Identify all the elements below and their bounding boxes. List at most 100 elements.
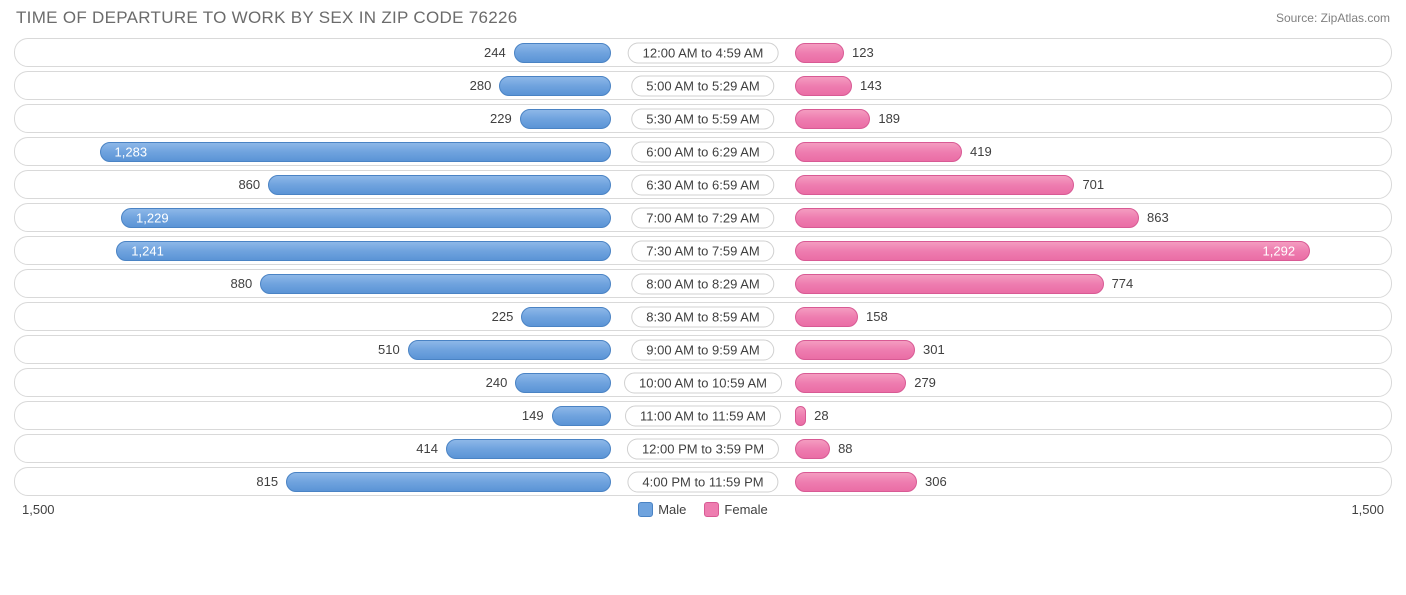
legend-item-female: Female: [704, 502, 767, 517]
male-value-label: 240: [480, 375, 514, 390]
chart-row-inner: 225 158 8:30 AM to 8:59 AM: [15, 303, 1391, 330]
chart-row: 225 158 8:30 AM to 8:59 AM: [14, 302, 1392, 331]
chart-source: Source: ZipAtlas.com: [1276, 11, 1390, 25]
male-half: 815: [15, 468, 703, 495]
chart-row: 2291895:30 AM to 5:59 AM: [14, 104, 1392, 133]
female-bar: 1,292: [795, 241, 1310, 261]
chart-row: 1,283 419 6:00 AM to 6:29 AM: [14, 137, 1392, 166]
chart-row-inner: 414 8812:00 PM to 3:59 PM: [15, 435, 1391, 462]
male-bar: 1,229: [121, 208, 611, 228]
female-value-label: 279: [908, 375, 942, 390]
male-bar: [268, 175, 611, 195]
category-label: 12:00 PM to 3:59 PM: [627, 438, 779, 459]
male-value-label: 860: [232, 177, 266, 192]
chart-row-inner: 5103019:00 AM to 9:59 AM: [15, 336, 1391, 363]
chart-row: 8153064:00 PM to 11:59 PM: [14, 467, 1392, 496]
male-bar: 1,241: [116, 241, 611, 261]
female-value-label: 143: [854, 78, 888, 93]
chart-row-inner: 1,241 1,292 7:30 AM to 7:59 AM: [15, 237, 1391, 264]
male-bar: [286, 472, 611, 492]
category-label: 4:00 PM to 11:59 PM: [627, 471, 778, 492]
female-half: 774: [703, 270, 1391, 297]
category-label: 7:30 AM to 7:59 AM: [631, 240, 774, 261]
male-value-label: 1,241: [125, 243, 170, 258]
male-bar: [520, 109, 611, 129]
chart-row: 244 123 12:00 AM to 4:59 AM: [14, 38, 1392, 67]
female-bar: [795, 439, 830, 459]
legend-swatch-male: [638, 502, 653, 517]
female-value-label: 863: [1141, 210, 1175, 225]
female-value-label: 701: [1076, 177, 1110, 192]
female-value-label: 419: [964, 144, 998, 159]
female-bar: [795, 76, 852, 96]
chart-container: TIME OF DEPARTURE TO WORK BY SEX IN ZIP …: [0, 0, 1406, 595]
male-value-label: 510: [372, 342, 406, 357]
male-bar: [260, 274, 611, 294]
axis-max-right: 1,500: [1351, 502, 1384, 517]
male-half: 244: [15, 39, 703, 66]
chart-row-inner: 149 28 11:00 AM to 11:59 AM: [15, 402, 1391, 429]
male-value-label: 414: [410, 441, 444, 456]
male-value-label: 149: [516, 408, 550, 423]
chart-row-inner: 244 123 12:00 AM to 4:59 AM: [15, 39, 1391, 66]
female-half: 189: [703, 105, 1391, 132]
male-half: 880: [15, 270, 703, 297]
female-bar: [795, 43, 844, 63]
chart-row: 1,2298637:00 AM to 7:29 AM: [14, 203, 1392, 232]
female-half: 306: [703, 468, 1391, 495]
male-value-label: 1,229: [130, 210, 175, 225]
male-bar: [446, 439, 611, 459]
male-half: 414: [15, 435, 703, 462]
chart-row: 240 279 10:00 AM to 10:59 AM: [14, 368, 1392, 397]
male-value-label: 244: [478, 45, 512, 60]
female-half: 863: [703, 204, 1391, 231]
male-value-label: 280: [464, 78, 498, 93]
legend-item-male: Male: [638, 502, 686, 517]
male-bar: [499, 76, 611, 96]
female-half: 123: [703, 39, 1391, 66]
chart-row: 5103019:00 AM to 9:59 AM: [14, 335, 1392, 364]
female-value-label: 123: [846, 45, 880, 60]
female-bar: [795, 373, 906, 393]
legend-label-female: Female: [724, 502, 767, 517]
female-half: 143: [703, 72, 1391, 99]
female-value-label: 28: [808, 408, 834, 423]
chart-row-inner: 2291895:30 AM to 5:59 AM: [15, 105, 1391, 132]
female-bar: [795, 274, 1104, 294]
male-half: 149: [15, 402, 703, 429]
male-value-label: 225: [486, 309, 520, 324]
female-half: 158: [703, 303, 1391, 330]
female-half: 419: [703, 138, 1391, 165]
legend-label-male: Male: [658, 502, 686, 517]
category-label: 8:30 AM to 8:59 AM: [631, 306, 774, 327]
axis-max-left: 1,500: [22, 502, 55, 517]
male-bar: [515, 373, 611, 393]
chart-row: 8607016:30 AM to 6:59 AM: [14, 170, 1392, 199]
chart-title: TIME OF DEPARTURE TO WORK BY SEX IN ZIP …: [16, 8, 518, 28]
category-label: 12:00 AM to 4:59 AM: [628, 42, 779, 63]
chart-row-inner: 240 279 10:00 AM to 10:59 AM: [15, 369, 1391, 396]
female-half: 301: [703, 336, 1391, 363]
chart-row-inner: 8153064:00 PM to 11:59 PM: [15, 468, 1391, 495]
category-label: 10:00 AM to 10:59 AM: [624, 372, 782, 393]
male-value-label: 229: [484, 111, 518, 126]
category-label: 5:00 AM to 5:29 AM: [631, 75, 774, 96]
female-half: 1,292: [703, 237, 1391, 264]
male-bar: 1,283: [100, 142, 611, 162]
female-value-label: 158: [860, 309, 894, 324]
chart-row: 414 8812:00 PM to 3:59 PM: [14, 434, 1392, 463]
female-bar: [795, 406, 806, 426]
chart-row: 280 143 5:00 AM to 5:29 AM: [14, 71, 1392, 100]
chart-rows: 244 123 12:00 AM to 4:59 AM 280 143 5:00 AM t…: [10, 38, 1396, 496]
male-value-label: 880: [224, 276, 258, 291]
chart-header: TIME OF DEPARTURE TO WORK BY SEX IN ZIP …: [10, 8, 1396, 38]
category-label: 11:00 AM to 11:59 AM: [625, 405, 781, 426]
chart-row-inner: 280 143 5:00 AM to 5:29 AM: [15, 72, 1391, 99]
female-half: 88: [703, 435, 1391, 462]
male-half: 240: [15, 369, 703, 396]
female-bar: [795, 142, 962, 162]
male-bar: [552, 406, 611, 426]
category-label: 6:00 AM to 6:29 AM: [631, 141, 774, 162]
female-half: 28: [703, 402, 1391, 429]
male-bar: [408, 340, 611, 360]
